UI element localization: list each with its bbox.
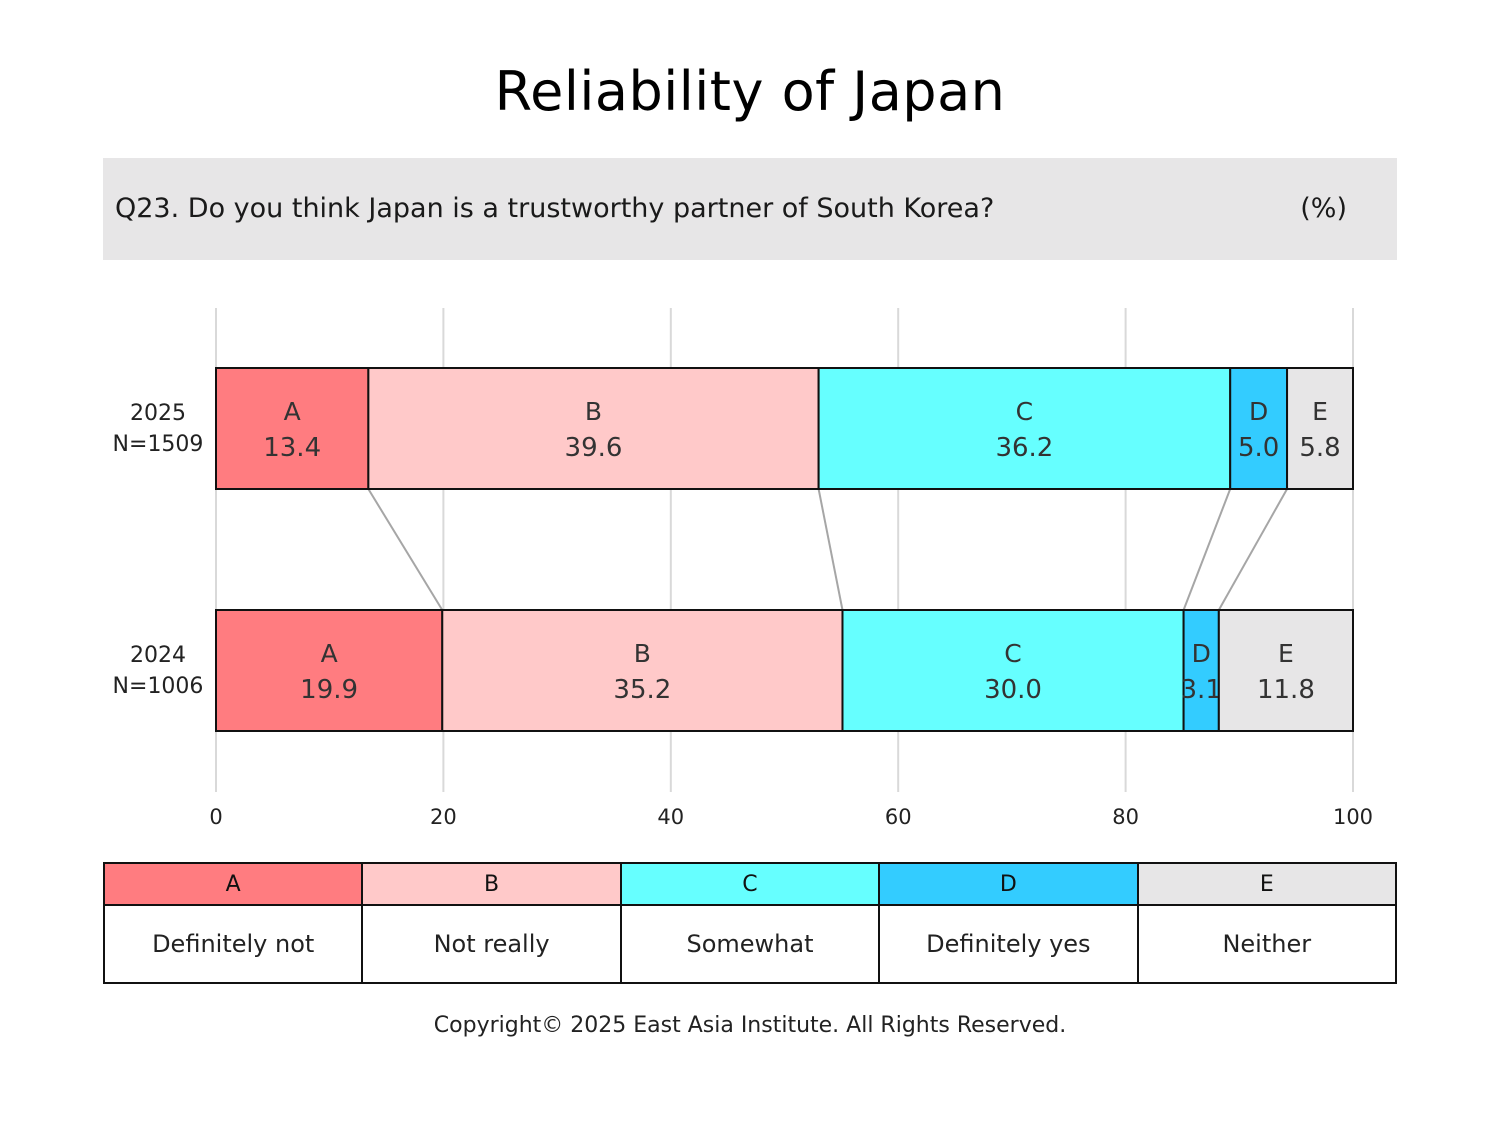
segment-value-label: 3.1 bbox=[1181, 675, 1222, 705]
bar-segment bbox=[817, 367, 1232, 490]
x-tick-label: 100 bbox=[1333, 805, 1373, 829]
legend-code-d: D bbox=[878, 862, 1139, 906]
x-tick-label: 0 bbox=[209, 805, 222, 829]
segment-code-label: A bbox=[284, 397, 301, 426]
legend-label-d: Definitely yes bbox=[878, 904, 1139, 984]
segment-value-label: 13.4 bbox=[263, 433, 321, 463]
x-tick-label: 80 bbox=[1112, 805, 1139, 829]
bar-segment bbox=[215, 367, 370, 490]
segment-value-label: 30.0 bbox=[984, 675, 1042, 705]
bar-segment bbox=[1286, 367, 1354, 490]
connector-line bbox=[1182, 488, 1232, 611]
bar-segment bbox=[441, 609, 844, 732]
bar-segment bbox=[1217, 609, 1354, 732]
unit-label: (%) bbox=[1300, 193, 1347, 224]
legend-label-b: Not really bbox=[361, 904, 622, 984]
segment-code-label: C bbox=[1004, 639, 1021, 668]
bar-segment bbox=[1182, 609, 1220, 732]
copyright-text: Copyright© 2025 East Asia Institute. All… bbox=[433, 1013, 1067, 1038]
question-banner: Q23. Do you think Japan is a trustworthy… bbox=[103, 158, 1397, 260]
bar-segment bbox=[215, 609, 444, 732]
connector-line bbox=[817, 488, 844, 611]
connector-line bbox=[1217, 488, 1288, 611]
bar-segment bbox=[367, 367, 820, 490]
legend-label-c: Somewhat bbox=[619, 904, 881, 984]
segment-value-label: 19.9 bbox=[300, 675, 358, 705]
segment-code-label: A bbox=[321, 639, 338, 668]
legend-label-row: Definitely not Not really Somewhat Defin… bbox=[102, 904, 1398, 984]
segment-code-label: D bbox=[1249, 397, 1268, 426]
row-sample-label: N=1006 bbox=[113, 674, 204, 699]
row-sample-label: N=1509 bbox=[113, 432, 204, 457]
segment-code-label: C bbox=[1016, 397, 1033, 426]
bar-segment bbox=[1229, 367, 1289, 490]
bar-segment bbox=[841, 609, 1185, 732]
stacked-bar-chart: 0 20 40 60 80 100 A 13.4 B 39.6 C 36.2 D 5.0 E 5.8 2025 N… bbox=[113, 308, 1373, 829]
segment-code-label: B bbox=[634, 639, 651, 668]
legend-label-e: Neither bbox=[1136, 904, 1398, 984]
legend-code-c: C bbox=[619, 862, 881, 906]
x-tick-label: 20 bbox=[430, 805, 457, 829]
segment-value-label: 35.2 bbox=[613, 675, 671, 705]
legend-label-a: Definitely not bbox=[102, 904, 364, 984]
row-year-label: 2025 bbox=[130, 401, 186, 426]
segment-code-label: E bbox=[1312, 397, 1328, 426]
segment-value-label: 5.0 bbox=[1238, 433, 1279, 463]
segment-code-label: D bbox=[1192, 639, 1211, 668]
segment-value-label: 36.2 bbox=[995, 433, 1053, 463]
legend-code-b: B bbox=[361, 862, 622, 906]
connector-line bbox=[367, 488, 444, 611]
chart-title: Reliability of Japan bbox=[494, 60, 1006, 123]
legend-code-e: E bbox=[1136, 862, 1398, 906]
x-tick-label: 60 bbox=[885, 805, 912, 829]
segment-code-label: B bbox=[585, 397, 602, 426]
x-tick-label: 40 bbox=[657, 805, 684, 829]
segment-value-label: 11.8 bbox=[1257, 675, 1315, 705]
legend-code-a: A bbox=[102, 862, 364, 906]
segment-code-label: E bbox=[1278, 639, 1294, 668]
segment-value-label: 39.6 bbox=[565, 433, 623, 463]
row-year-label: 2024 bbox=[130, 643, 186, 668]
legend-code-row: A B C D E bbox=[102, 862, 1398, 906]
question-text: Q23. Do you think Japan is a trustworthy… bbox=[115, 193, 995, 224]
segment-value-label: 5.8 bbox=[1299, 433, 1340, 463]
legend-table: A B C D E Definitely not Not really Some… bbox=[102, 862, 1398, 984]
